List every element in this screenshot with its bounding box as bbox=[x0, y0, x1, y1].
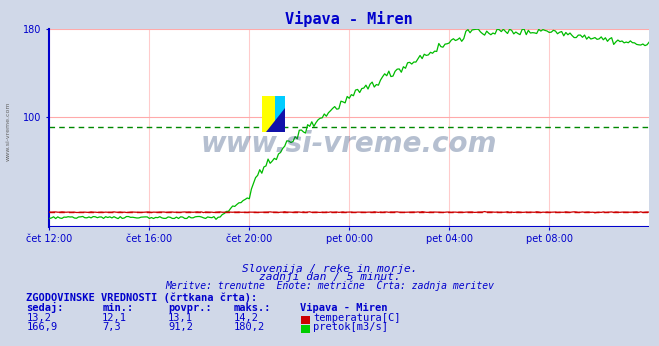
Text: 13,2: 13,2 bbox=[26, 313, 51, 323]
Text: Vipava - Miren: Vipava - Miren bbox=[300, 303, 387, 313]
Text: 13,1: 13,1 bbox=[168, 313, 193, 323]
Text: maks.:: maks.: bbox=[234, 303, 272, 313]
Text: 7,3: 7,3 bbox=[102, 322, 121, 332]
Bar bbox=[262, 96, 285, 131]
Text: povpr.:: povpr.: bbox=[168, 303, 212, 313]
Bar bbox=[262, 96, 275, 131]
Text: 91,2: 91,2 bbox=[168, 322, 193, 332]
Text: 166,9: 166,9 bbox=[26, 322, 57, 332]
Text: Slovenija / reke in morje.: Slovenija / reke in morje. bbox=[242, 264, 417, 274]
Text: pretok[m3/s]: pretok[m3/s] bbox=[313, 322, 388, 332]
Text: ZGODOVINSKE VREDNOSTI (črtkana črta):: ZGODOVINSKE VREDNOSTI (črtkana črta): bbox=[26, 292, 258, 303]
Text: sedaj:: sedaj: bbox=[26, 302, 64, 313]
Text: Meritve: trenutne  Enote: metrične  Črta: zadnja meritev: Meritve: trenutne Enote: metrične Črta: … bbox=[165, 279, 494, 291]
Text: www.si-vreme.com: www.si-vreme.com bbox=[5, 102, 11, 161]
Polygon shape bbox=[266, 109, 285, 131]
Text: 180,2: 180,2 bbox=[234, 322, 265, 332]
Text: 14,2: 14,2 bbox=[234, 313, 259, 323]
Text: zadnji dan / 5 minut.: zadnji dan / 5 minut. bbox=[258, 272, 401, 282]
Text: www.si-vreme.com: www.si-vreme.com bbox=[201, 130, 498, 158]
Title: Vipava - Miren: Vipava - Miren bbox=[285, 11, 413, 27]
Text: temperatura[C]: temperatura[C] bbox=[313, 313, 401, 323]
Text: min.:: min.: bbox=[102, 303, 133, 313]
Text: 12,1: 12,1 bbox=[102, 313, 127, 323]
